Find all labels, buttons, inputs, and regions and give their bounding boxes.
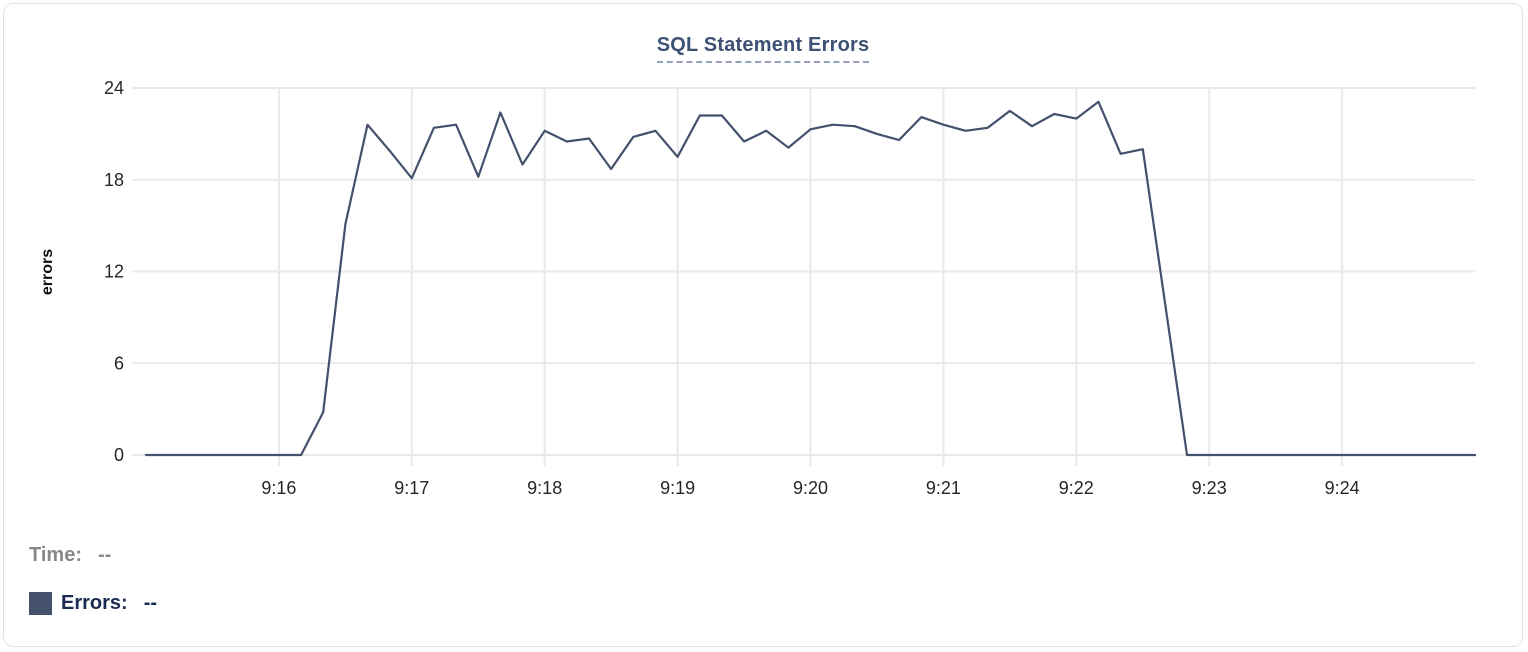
legend-errors-label: Errors: — [61, 591, 128, 614]
y-tick-label: 12 — [104, 262, 124, 282]
y-tick-label: 6 — [114, 353, 124, 373]
legend-row-time: Time: -- — [29, 542, 157, 568]
chart-panel-card: SQL Statement Errors 0 6 12 18 24 9:16 9:17 9:1… — [3, 3, 1523, 647]
x-tick-label: 9:19 — [660, 478, 695, 498]
errors-line-series[interactable] — [144, 100, 1477, 457]
x-tick-label: 9:18 — [527, 478, 562, 498]
x-tick-label: 9:17 — [394, 478, 429, 498]
legend-time-label: Time: — [29, 543, 82, 566]
x-tick-label: 9:22 — [1059, 478, 1094, 498]
y-axis-title: errors — [39, 249, 56, 295]
x-tick-label: 9:20 — [793, 478, 828, 498]
legend-row-errors: Errors: -- — [29, 590, 157, 616]
chart-canvas[interactable]: 0 6 12 18 24 9:16 9:17 9:18 9:19 9:20 9:21 9:22 9:23… — [4, 4, 1528, 519]
legend-errors-value: -- — [143, 591, 158, 614]
x-tick-label: 9:23 — [1192, 478, 1227, 498]
x-tick-label: 9:16 — [261, 478, 296, 498]
hover-legend: Time: -- Errors: -- — [29, 542, 157, 638]
legend-time-value: -- — [97, 543, 112, 566]
panel-title-link[interactable]: SQL Statement Errors — [656, 34, 870, 63]
y-tick-label: 18 — [104, 170, 124, 190]
y-tick-label: 0 — [114, 445, 124, 465]
x-tick-label: 9:24 — [1325, 478, 1360, 498]
panel-header: SQL Statement Errors — [4, 34, 1522, 63]
y-tick-label: 24 — [104, 78, 124, 98]
x-tick-label: 9:21 — [926, 478, 961, 498]
errors-series-swatch — [29, 591, 52, 615]
